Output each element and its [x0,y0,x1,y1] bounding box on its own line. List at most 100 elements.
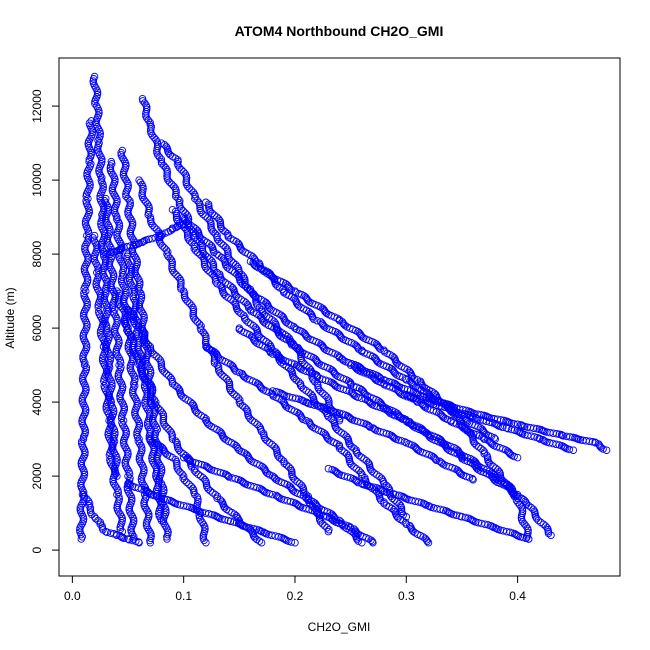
data-point [209,261,218,269]
data-point [544,529,553,538]
data-point [92,278,101,286]
data-point [117,275,126,284]
data-point [119,282,128,290]
data-point [376,403,385,412]
data-point [390,434,399,442]
data-point [313,316,321,325]
data-point [155,153,164,161]
data-point [236,520,244,528]
data-point [157,516,166,525]
data-point [336,332,345,341]
data-point [124,535,132,543]
data-point [129,294,138,303]
data-point [249,524,258,533]
data-point [256,527,265,535]
data-point [346,524,355,532]
data-point [438,412,447,420]
data-point [77,535,86,543]
data-point [207,220,215,228]
data-point [196,202,204,211]
data-point [153,425,162,434]
data-point [366,399,375,408]
data-point [240,479,248,487]
data-point [118,527,127,536]
data-point [510,530,519,538]
data-point [313,357,321,366]
data-point [559,442,568,451]
data-point [120,534,128,543]
data-point [194,470,202,479]
data-point [302,331,310,340]
data-point [472,441,480,449]
data-point [218,371,226,379]
data-point [93,285,102,293]
data-point [126,227,135,236]
data-point [201,262,209,270]
series-6 [179,213,611,454]
data-point [142,342,151,351]
data-point [420,428,429,436]
data-point [376,485,385,494]
data-point [324,527,333,536]
data-point [245,454,253,463]
data-point [239,280,247,289]
data-point [179,450,188,458]
data-point [432,456,441,464]
data-point [121,175,129,183]
data-point [250,261,259,269]
data-point [171,437,180,445]
data-point [472,414,481,423]
data-point [110,310,119,318]
series-27 [402,390,578,454]
data-point [222,292,230,300]
data-point [261,435,270,443]
data-point [184,455,192,464]
data-point [114,235,123,244]
data-point [78,519,87,528]
data-point [206,487,215,495]
data-point [118,153,126,161]
data-point [128,494,136,503]
data-point [142,110,150,118]
data-point [452,511,461,520]
data-point [105,416,113,425]
data-point [311,355,319,363]
data-point [140,375,149,384]
data-point [162,423,170,431]
data-point [536,435,544,443]
data-point [199,328,207,336]
data-point [246,455,254,464]
data-point [305,505,313,514]
x-tick-label: 0.4 [509,589,526,603]
y-tick-label: 4000 [30,388,44,415]
y-axis-label: Altitude (m) [3,287,17,348]
data-point [126,214,135,223]
data-point [430,454,439,462]
data-point [364,458,372,467]
data-point [299,385,308,393]
data-point [140,381,149,389]
data-point [488,440,497,449]
data-point [106,248,115,257]
data-point [350,391,359,400]
data-point [197,326,205,334]
data-point [391,369,400,378]
data-point [291,538,299,547]
data-point [424,538,433,547]
data-point [118,279,127,288]
data-point [93,88,102,97]
data-point [269,273,277,282]
data-point [183,502,191,511]
data-point [187,482,195,491]
data-point [108,184,117,192]
data-point [107,168,116,177]
data-point [143,419,152,427]
data-point [297,481,306,490]
data-point [280,535,289,543]
data-point [515,500,524,509]
data-point [487,460,495,469]
data-point [122,192,130,201]
data-point [519,533,527,542]
data-point [101,345,110,353]
data-point [116,532,124,540]
